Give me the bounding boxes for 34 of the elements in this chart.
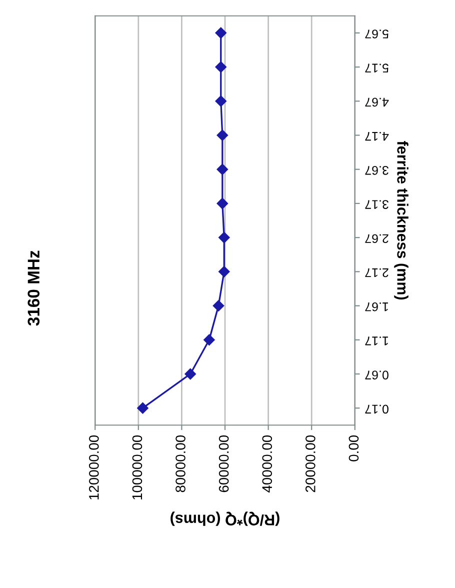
point bbox=[218, 266, 230, 278]
text: 3160 MHz bbox=[28, 250, 40, 326]
x-tick-label: 40000.00 bbox=[262, 435, 272, 492]
point bbox=[215, 96, 226, 107]
point bbox=[215, 27, 226, 39]
y-tick-label: 5.17 bbox=[365, 64, 388, 72]
y-tick-label: 2.17 bbox=[365, 268, 388, 278]
point bbox=[216, 164, 228, 175]
y-tick-label: 1.67 bbox=[365, 302, 388, 312]
x-tick-label: 100000.00 bbox=[132, 435, 142, 500]
y-tick-label: 3.17 bbox=[365, 200, 388, 209]
point bbox=[215, 61, 226, 73]
point bbox=[218, 232, 230, 244]
point bbox=[216, 198, 228, 210]
y-tick-label: 4.17 bbox=[365, 132, 389, 141]
point bbox=[216, 130, 228, 141]
x-tick-label: 80000.00 bbox=[176, 435, 186, 492]
y-tick-label: 0.67 bbox=[365, 370, 388, 380]
y-tick-label: 2.67 bbox=[365, 234, 388, 244]
point bbox=[137, 402, 148, 414]
y-tick-label: 3.67 bbox=[365, 166, 388, 175]
y-tick-label: 0.17 bbox=[365, 404, 388, 414]
point bbox=[184, 368, 196, 380]
y-tick-label: 4.67 bbox=[365, 98, 389, 107]
point bbox=[204, 334, 215, 346]
y-axis-title: ferrite thickness (mm) bbox=[394, 140, 408, 300]
point bbox=[212, 300, 224, 312]
x-tick-label: 20000.00 bbox=[305, 435, 316, 492]
x-tick-label: 0.00 bbox=[348, 435, 359, 462]
y-tick-label: 1.17 bbox=[365, 336, 388, 346]
y-tick-label: 5.67 bbox=[365, 30, 388, 38]
x-tick-label: 120000.00 bbox=[88, 435, 99, 500]
x-tick-label: 60000.00 bbox=[218, 435, 229, 492]
x-axis-title: (R/Q)*Q (ohms) bbox=[170, 512, 280, 526]
